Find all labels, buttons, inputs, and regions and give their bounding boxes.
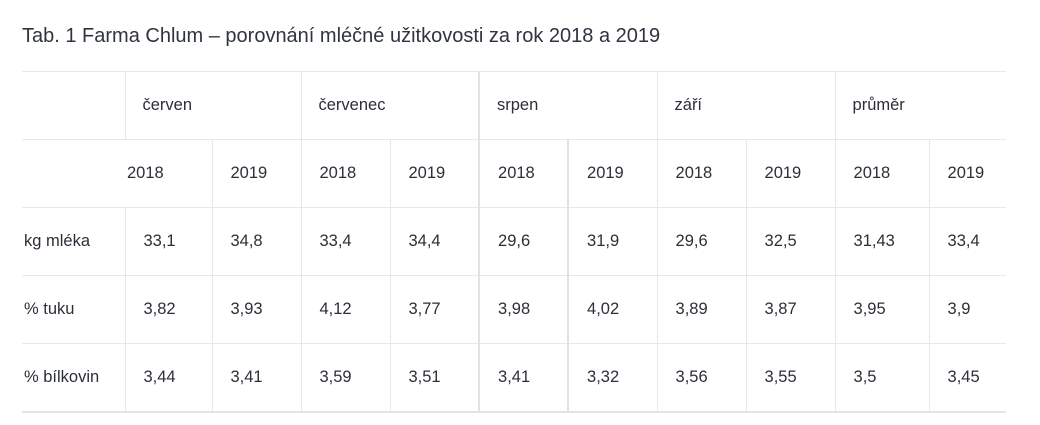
table-cell: 3,89 [656, 275, 747, 344]
month-header: srpen [478, 71, 658, 140]
table-row: kg mléka 33,1 34,8 33,4 34,4 29,6 31,9 2… [22, 207, 1007, 276]
table-cell: 3,41 [478, 343, 569, 413]
table-cell: 3,41 [211, 343, 301, 413]
table-cell: 29,6 [656, 207, 747, 276]
year-header: 2018 [834, 139, 930, 208]
corner-cell [22, 71, 125, 140]
table-cell: 31,9 [567, 207, 658, 276]
year-header: 2018 [300, 139, 390, 208]
table-cell: 3,45 [928, 343, 1007, 413]
table-cell: 33,4 [928, 207, 1007, 276]
table-cell: 32,5 [745, 207, 836, 276]
year-header-row: 2018 2019 2018 2019 2018 2019 2018 2019 … [22, 139, 1007, 208]
table-cell: 3,82 [124, 275, 212, 344]
corner-cell [22, 139, 125, 208]
month-header-row: červen červenec srpen září průměr [22, 71, 1007, 140]
table-cell: 34,8 [211, 207, 301, 276]
month-header: září [656, 71, 836, 140]
milk-yield-table: červen červenec srpen září průměr 2018 2… [22, 71, 1007, 413]
month-header: červen [124, 71, 301, 140]
table-cell: 3,93 [211, 275, 301, 344]
year-header: 2019 [211, 139, 301, 208]
year-header: 2019 [745, 139, 836, 208]
table-cell: 3,98 [478, 275, 569, 344]
year-header: 2018 [656, 139, 747, 208]
table-cell: 3,95 [834, 275, 930, 344]
table-cell: 3,51 [389, 343, 480, 413]
table-cell: 3,56 [656, 343, 747, 413]
year-header: 2019 [389, 139, 480, 208]
table-cell: 3,32 [567, 343, 658, 413]
table-caption: Tab. 1 Farma Chlum – porovnání mléčné už… [22, 25, 661, 47]
year-header: 2018 [478, 139, 569, 208]
table-cell: 29,6 [478, 207, 569, 276]
table-cell: 3,9 [928, 275, 1007, 344]
year-header: 2019 [567, 139, 658, 208]
table-cell: 3,55 [745, 343, 836, 413]
table-cell: 3,77 [389, 275, 480, 344]
table-cell: 4,12 [300, 275, 390, 344]
month-header: červenec [300, 71, 480, 140]
row-label: % tuku [22, 275, 125, 344]
table-cell: 31,43 [834, 207, 930, 276]
table-cell: 33,1 [124, 207, 212, 276]
year-header: 2019 [928, 139, 1007, 208]
year-header: 2018 [125, 139, 212, 208]
row-label: kg mléka [22, 207, 125, 276]
row-label: % bílkovin [22, 343, 125, 413]
table-cell: 34,4 [389, 207, 480, 276]
table-row: % tuku 3,82 3,93 4,12 3,77 3,98 4,02 3,8… [22, 275, 1007, 344]
table-cell: 3,59 [300, 343, 390, 413]
table-cell: 33,4 [300, 207, 390, 276]
table-cell: 4,02 [567, 275, 658, 344]
table-row: % bílkovin 3,44 3,41 3,59 3,51 3,41 3,32… [22, 343, 1007, 413]
month-header: průměr [834, 71, 1007, 140]
table-cell: 3,44 [124, 343, 212, 413]
table-cell: 3,87 [745, 275, 836, 344]
table-cell: 3,5 [834, 343, 930, 413]
